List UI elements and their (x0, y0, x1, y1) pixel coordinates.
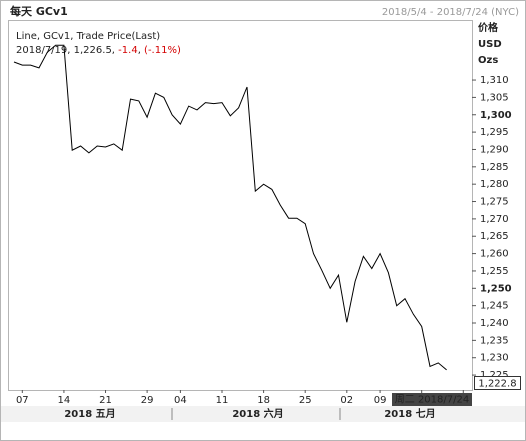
legend-change: -1.4 (118, 45, 138, 56)
month-label: 2018 五月 (64, 408, 115, 420)
x-tick-label: 07 (16, 395, 29, 406)
last-price-box (474, 376, 521, 390)
x-tick-label: 09 (374, 395, 387, 406)
x-tick-label: 21 (99, 395, 112, 406)
y-tick-label: 1,250 (480, 283, 512, 294)
legend-change-pct: (-.11%) (144, 45, 181, 56)
y-tick-label: 1,230 (480, 353, 509, 364)
x-tick-label: 11 (216, 395, 229, 406)
x-tick-label: 18 (257, 395, 270, 406)
month-label: 2018 六月 (232, 407, 283, 420)
y-tick-label: 1,255 (480, 266, 509, 277)
legend-text: , (138, 45, 144, 56)
y-tick-label: 1,235 (480, 335, 509, 346)
x-tick-label: 04 (174, 395, 187, 406)
last-price-label: 1,222.8 (478, 379, 516, 390)
legend-line1: Line, GCv1, Trade Price(Last) (16, 31, 160, 42)
axis-header: Ozs (478, 55, 498, 66)
hover-label: 周二 2018/7/24 (395, 394, 469, 406)
plot-area (8, 20, 473, 391)
date-range: 2018/5/4 - 2018/7/24 (NYC) (382, 7, 519, 18)
legend-line2: 2018/7/19, 1,226.5, -1.4, (-.11%) (16, 45, 181, 56)
y-tick-label: 1,290 (480, 144, 509, 155)
y-tick-label: 1,310 (480, 75, 509, 86)
x-tick-label: 25 (299, 395, 312, 406)
y-tick-label: 1,270 (480, 214, 509, 225)
axis-header: 价格 (478, 21, 499, 34)
y-tick-label: 1,260 (480, 249, 509, 260)
y-tick-label: 1,295 (480, 127, 509, 138)
y-tick-label: 1,300 (480, 110, 512, 121)
y-tick-label: 1,305 (480, 92, 509, 103)
axis-header: USD (478, 39, 502, 50)
price-line (13, 44, 447, 371)
hover-box (392, 393, 472, 406)
y-tick-label: 1,240 (480, 318, 509, 329)
y-tick-label: 1,285 (480, 162, 509, 173)
y-tick-label: 1,245 (480, 301, 509, 312)
x-tick-label: 02 (340, 395, 353, 406)
chart-title: 每天 GCv1 (10, 4, 68, 18)
y-tick-label: 1,275 (480, 197, 509, 208)
y-tick-label: 1,280 (480, 179, 509, 190)
y-tick-label: 1,225 (480, 370, 509, 381)
month-band (1, 406, 525, 422)
month-label: 2018 七月 (384, 407, 435, 420)
legend-text: 2018/7/19, 1,226.5, (16, 45, 118, 56)
y-tick-label: 1,265 (480, 231, 509, 242)
x-tick-label: 29 (141, 395, 154, 406)
x-tick-label: 14 (58, 395, 71, 406)
